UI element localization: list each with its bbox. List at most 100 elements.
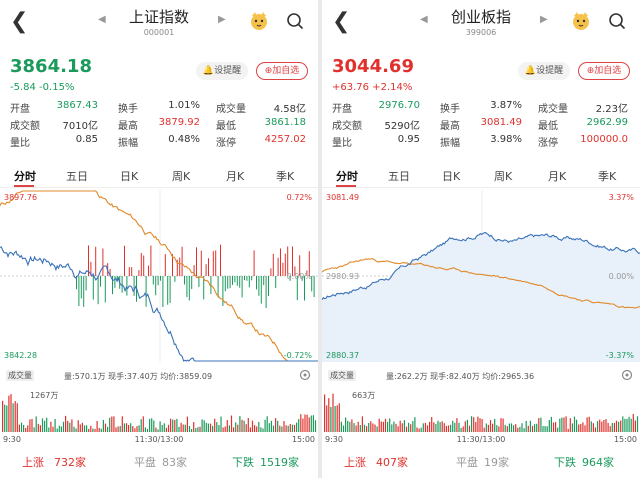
back-icon[interactable]: ❮	[332, 9, 351, 34]
add-watchlist-button[interactable]: ⊕加自选	[578, 62, 630, 80]
volume-bars	[324, 393, 639, 432]
intraday-chart[interactable]: 3897.76 3842.28 0.72% 0.00% -0.72%	[0, 190, 318, 362]
volume-bar	[247, 418, 249, 432]
advancers-label: 上涨	[344, 456, 366, 469]
intraday-bar	[104, 276, 106, 303]
volume-bar	[475, 421, 477, 432]
volume-bar	[447, 425, 450, 432]
tab-weekly-k[interactable]: 周K	[494, 170, 513, 183]
gear-icon[interactable]	[299, 369, 311, 381]
stat-value: 0.95	[397, 134, 420, 145]
cat-mascot-icon[interactable]	[570, 10, 592, 32]
volume-bar	[361, 416, 363, 432]
volume-bar	[119, 426, 121, 432]
stat-value: 2962.99	[586, 117, 628, 128]
set-alert-button[interactable]: 🔔设提醒	[196, 62, 248, 80]
volume-bar	[458, 422, 460, 432]
search-icon[interactable]	[286, 12, 304, 30]
panel-shanghai: ❮ ◀ 上证指数 000001 ▶ 3864.18 -5.84 -0.15% 🔔…	[0, 0, 318, 478]
price-line	[0, 246, 318, 362]
volume-label[interactable]: 成交量	[6, 370, 34, 381]
volume-bar	[506, 426, 508, 432]
volume-bar	[515, 424, 517, 432]
tab-intraday[interactable]: 分时	[336, 170, 358, 183]
volume-bar	[58, 425, 60, 432]
next-index-icon[interactable]: ▶	[540, 14, 548, 25]
intraday-bar	[167, 276, 169, 305]
volume-bar	[195, 428, 197, 432]
tab-daily-k[interactable]: 日K	[120, 170, 139, 183]
next-index-icon[interactable]: ▶	[218, 14, 226, 25]
volume-bar	[251, 420, 254, 432]
volume-bar	[527, 425, 529, 432]
volume-bar	[477, 416, 479, 432]
intraday-bar	[90, 261, 92, 276]
tab-monthly-k[interactable]: 月K	[548, 170, 567, 183]
intraday-bar	[304, 276, 305, 301]
volume-bar	[220, 416, 222, 432]
volume-bar	[258, 421, 260, 432]
stat-value: 3879.92	[158, 117, 200, 128]
volume-bar	[498, 426, 500, 432]
gear-icon[interactable]	[621, 369, 633, 381]
intraday-bar	[282, 262, 284, 276]
volume-bar	[586, 417, 588, 432]
intraday-bar	[150, 245, 152, 276]
volume-bar	[113, 416, 115, 432]
intraday-chart[interactable]: 3081.49 2980.93 2880.37 3.37% 0.00% -3.3…	[322, 190, 640, 362]
volume-bar	[62, 421, 65, 432]
volume-bar	[468, 425, 471, 432]
stat-value: 5290亿	[384, 121, 420, 132]
set-alert-button[interactable]: 🔔设提醒	[518, 62, 570, 80]
volume-bar	[634, 420, 636, 432]
volume-bar	[557, 427, 559, 432]
prev-index-icon[interactable]: ◀	[420, 14, 428, 25]
intraday-bar	[152, 276, 154, 285]
decliners-count: 964家	[582, 456, 614, 469]
volume-label[interactable]: 成交量	[328, 370, 356, 381]
intraday-bar	[114, 276, 116, 288]
intraday-bar	[191, 276, 193, 289]
volume-bar	[262, 428, 264, 432]
tab-intraday[interactable]: 分时	[14, 170, 36, 183]
volume-bar	[142, 416, 144, 432]
tab-quarterly-k[interactable]: 季K	[598, 170, 617, 183]
volume-bar	[328, 398, 330, 432]
tab-monthly-k[interactable]: 月K	[226, 170, 245, 183]
volume-bar	[494, 418, 496, 432]
volume-bar	[452, 420, 454, 432]
tab-five-day[interactable]: 五日	[66, 170, 88, 183]
prev-index-icon[interactable]: ◀	[98, 14, 106, 25]
volume-bar	[510, 423, 513, 432]
volume-bar	[483, 427, 485, 432]
tab-daily-k[interactable]: 日K	[442, 170, 461, 183]
volume-bar	[599, 419, 601, 432]
add-watchlist-label: 加自选	[594, 66, 622, 76]
volume-bar	[182, 424, 184, 432]
intraday-bar	[95, 246, 97, 277]
tab-weekly-k[interactable]: 周K	[172, 170, 191, 183]
tab-quarterly-k[interactable]: 季K	[276, 170, 295, 183]
tab-five-day[interactable]: 五日	[388, 170, 410, 183]
volume-bar	[111, 416, 113, 432]
volume-bar	[289, 424, 291, 432]
cat-mascot-icon[interactable]	[248, 10, 270, 32]
max-price-label: 3897.76	[4, 193, 37, 202]
stat-value: 3.87%	[490, 100, 522, 111]
stat-value: 7010亿	[62, 121, 98, 132]
volume-bar	[363, 424, 366, 432]
volume-bar	[161, 425, 163, 432]
stat-value: 100000.0	[580, 134, 628, 145]
volume-bar	[109, 417, 111, 432]
add-watchlist-label: 加自选	[272, 66, 300, 76]
volume-bar	[88, 428, 90, 432]
volume-bar	[345, 417, 347, 432]
volume-bar	[191, 429, 193, 432]
volume-bar	[214, 418, 216, 432]
volume-bar	[25, 428, 27, 432]
add-watchlist-button[interactable]: ⊕加自选	[256, 62, 308, 80]
search-icon[interactable]	[608, 12, 626, 30]
back-icon[interactable]: ❮	[10, 9, 29, 34]
intraday-bar	[229, 276, 231, 289]
stat-value: 2.23亿	[595, 104, 628, 115]
